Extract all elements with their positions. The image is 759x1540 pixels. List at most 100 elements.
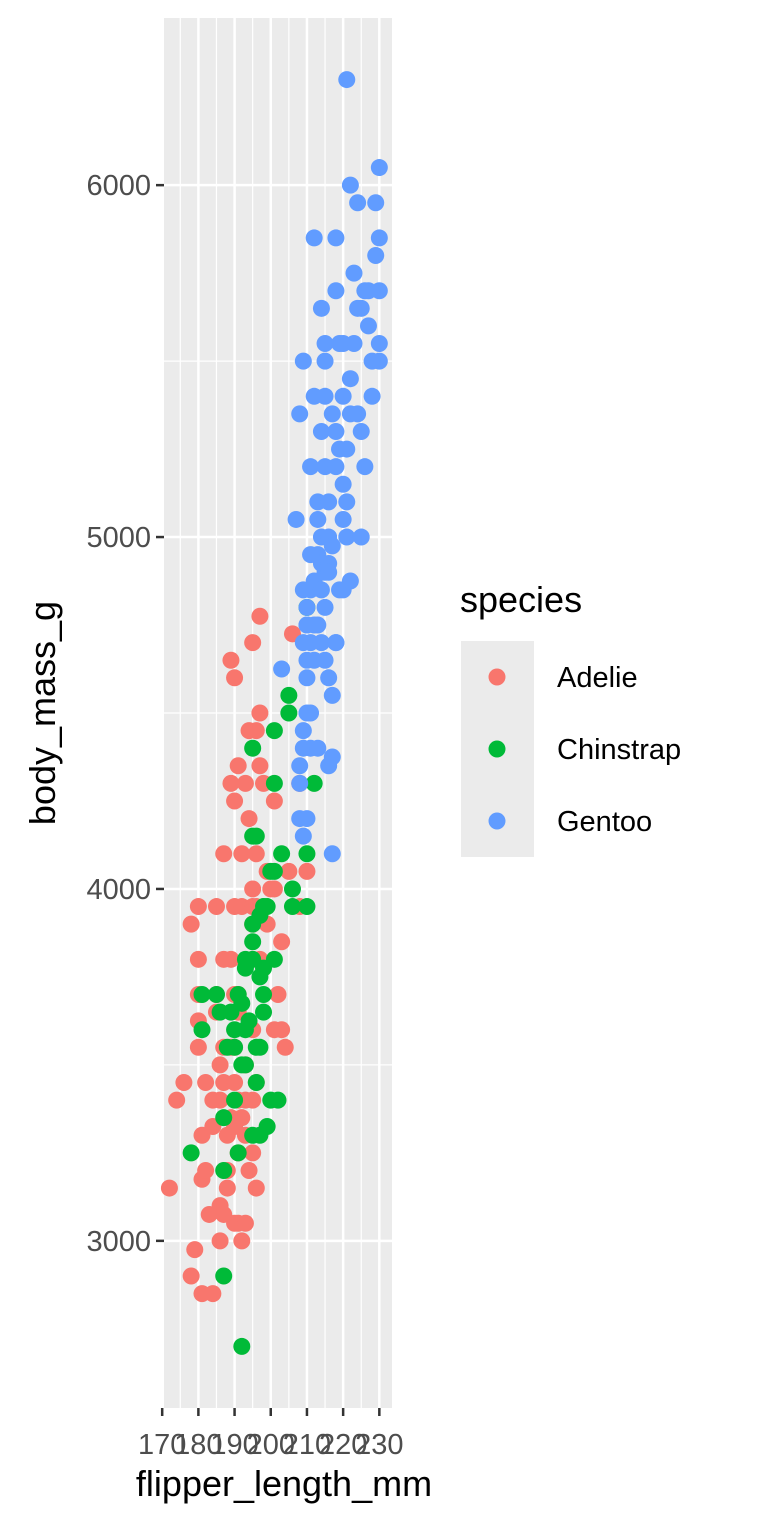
y-tick-label: 4000 xyxy=(86,874,151,906)
data-point-chinstrap xyxy=(226,1091,244,1109)
data-point-gentoo xyxy=(370,229,388,247)
data-point-gentoo xyxy=(341,370,359,388)
data-point-chinstrap xyxy=(229,1144,247,1162)
data-point-gentoo xyxy=(352,528,370,546)
data-point-chinstrap xyxy=(193,986,211,1004)
data-point-adelie xyxy=(273,933,291,951)
data-point-adelie xyxy=(244,1091,262,1109)
data-point-chinstrap xyxy=(233,994,251,1012)
data-point-gentoo xyxy=(356,458,374,476)
y-axis: 3000 4000 5000 6000 xyxy=(86,170,164,1258)
data-point-gentoo xyxy=(341,572,359,590)
data-point-adelie xyxy=(251,757,269,775)
data-point-adelie xyxy=(233,845,251,863)
data-point-adelie xyxy=(226,669,244,687)
data-point-gentoo xyxy=(320,669,338,687)
data-point-gentoo xyxy=(338,440,356,458)
data-point-adelie xyxy=(218,1179,236,1197)
data-point-gentoo xyxy=(312,581,330,599)
data-point-gentoo xyxy=(323,537,341,555)
data-point-gentoo xyxy=(294,352,312,370)
data-point-adelie xyxy=(207,898,225,916)
data-point-chinstrap xyxy=(251,1038,269,1056)
data-point-gentoo xyxy=(316,335,334,353)
data-point-chinstrap xyxy=(247,827,265,845)
data-point-gentoo xyxy=(359,282,377,300)
data-point-gentoo xyxy=(327,422,345,440)
data-point-chinstrap xyxy=(255,986,273,1004)
data-point-chinstrap xyxy=(255,898,273,916)
data-point-gentoo xyxy=(359,317,377,335)
data-point-adelie xyxy=(233,1232,251,1250)
legend-items: Adelie Chinstrap Gentoo xyxy=(488,662,681,838)
data-point-adelie xyxy=(298,862,316,880)
data-point-adelie xyxy=(251,607,269,625)
data-point-chinstrap xyxy=(215,1161,233,1179)
data-point-adelie xyxy=(244,880,262,898)
data-point-gentoo xyxy=(367,194,385,212)
data-point-adelie xyxy=(229,757,247,775)
data-point-adelie xyxy=(226,1073,244,1091)
data-point-adelie xyxy=(215,845,233,863)
legend-key-chinstrap xyxy=(488,740,506,758)
data-point-gentoo xyxy=(316,651,334,669)
data-point-gentoo xyxy=(349,405,367,423)
data-point-gentoo xyxy=(309,510,327,528)
data-point-chinstrap xyxy=(298,898,316,916)
data-point-gentoo xyxy=(370,335,388,353)
legend-key-adelie xyxy=(488,668,506,686)
data-point-chinstrap xyxy=(269,1091,287,1109)
data-point-gentoo xyxy=(309,739,327,757)
data-point-adelie xyxy=(247,1179,265,1197)
data-point-chinstrap xyxy=(280,704,298,722)
data-point-gentoo xyxy=(323,845,341,863)
data-point-chinstrap xyxy=(215,1267,233,1285)
data-point-chinstrap xyxy=(273,845,291,863)
y-tick-label: 6000 xyxy=(86,170,151,202)
data-point-chinstrap xyxy=(265,722,283,740)
data-points xyxy=(160,71,388,1355)
data-point-adelie xyxy=(236,774,254,792)
data-point-gentoo xyxy=(316,352,334,370)
data-point-adelie xyxy=(222,651,240,669)
data-point-chinstrap xyxy=(182,1144,200,1162)
data-point-chinstrap xyxy=(244,933,262,951)
data-point-chinstrap xyxy=(244,739,262,757)
data-point-adelie xyxy=(222,950,240,968)
data-point-gentoo xyxy=(327,282,345,300)
data-point-adelie xyxy=(189,950,207,968)
data-point-gentoo xyxy=(363,387,381,405)
data-point-adelie xyxy=(240,1161,258,1179)
data-point-chinstrap xyxy=(240,1012,258,1030)
data-point-adelie xyxy=(251,704,269,722)
data-point-gentoo xyxy=(327,229,345,247)
data-point-gentoo xyxy=(298,810,316,828)
data-point-chinstrap xyxy=(265,774,283,792)
data-point-gentoo xyxy=(302,546,320,564)
data-point-gentoo xyxy=(291,774,309,792)
data-point-adelie xyxy=(175,1073,193,1091)
data-point-gentoo xyxy=(298,669,316,687)
data-point-chinstrap xyxy=(247,1073,265,1091)
data-point-chinstrap xyxy=(265,862,283,880)
data-point-adelie xyxy=(240,722,258,740)
data-point-adelie xyxy=(189,898,207,916)
data-point-adelie xyxy=(211,1091,229,1109)
x-tick-label: 210 xyxy=(283,1429,331,1461)
legend-title: species xyxy=(460,579,582,620)
legend-label-chinstrap: Chinstrap xyxy=(557,734,681,766)
data-point-adelie xyxy=(160,1179,178,1197)
data-point-gentoo xyxy=(349,299,367,317)
data-point-gentoo xyxy=(323,405,341,423)
data-point-gentoo xyxy=(334,387,352,405)
data-point-gentoo xyxy=(334,510,352,528)
data-point-gentoo xyxy=(367,247,385,265)
data-point-adelie xyxy=(244,1144,262,1162)
data-point-gentoo xyxy=(273,660,291,678)
data-point-gentoo xyxy=(345,335,363,353)
data-point-chinstrap xyxy=(193,1021,211,1039)
data-point-chinstrap xyxy=(233,1056,251,1074)
data-point-adelie xyxy=(204,1285,222,1303)
